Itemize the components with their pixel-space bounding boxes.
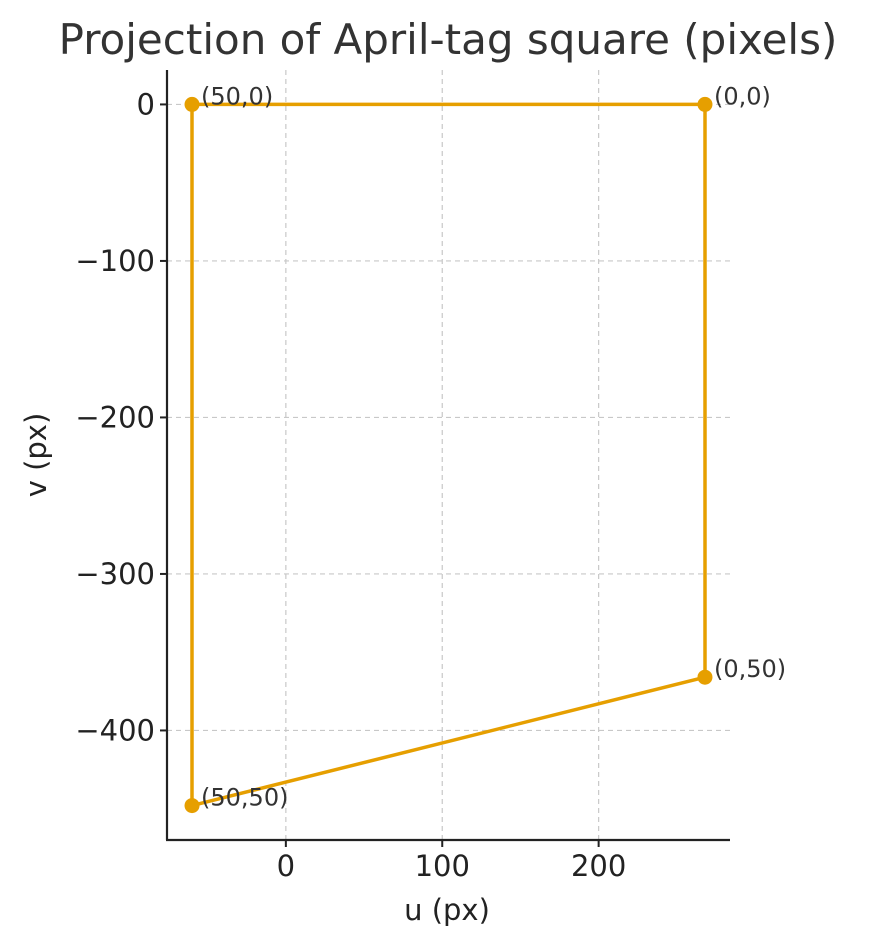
y-tick-label: −100 (75, 244, 155, 278)
x-tick-label: 100 (415, 849, 470, 883)
point-label: (0,0) (714, 82, 771, 110)
data-point (184, 798, 200, 814)
y-ticks: 0 −100 −200 −300 −400 (75, 87, 167, 747)
y-tick-label: −300 (75, 557, 155, 591)
grid (167, 70, 730, 840)
point-label: (50,50) (201, 784, 288, 812)
x-tick-label: 0 (277, 849, 295, 883)
series-line (190, 102, 707, 808)
y-tick-label: −200 (75, 400, 155, 434)
data-point (184, 96, 200, 112)
axes (165, 70, 730, 842)
y-tick-label: 0 (137, 87, 155, 121)
x-axis-label: u (px) (404, 893, 490, 927)
y-axis-label: v (px) (19, 413, 53, 498)
x-tick-label: 200 (571, 849, 626, 883)
data-point (697, 669, 713, 685)
point-label: (50,0) (201, 82, 273, 110)
data-point (697, 96, 713, 112)
point-label: (0,50) (714, 655, 786, 683)
y-tick-label: −400 (75, 713, 155, 747)
series: (0,0) (50,0) (50,50) (0,50) (184, 82, 786, 814)
x-ticks: 0 100 200 (277, 840, 626, 883)
chart-title: Projection of April-tag square (pixels) (59, 15, 838, 64)
